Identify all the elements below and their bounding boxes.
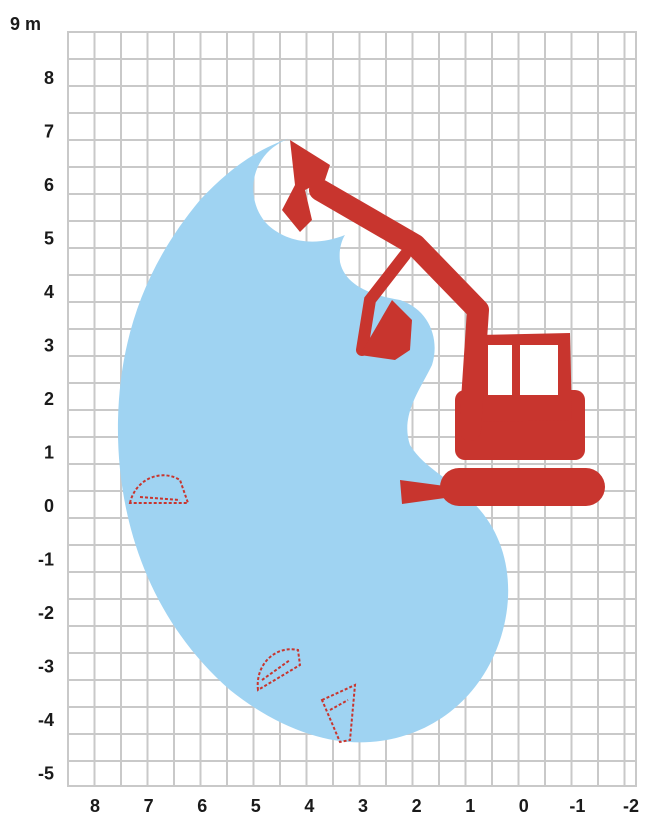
x-tick-label: -2 — [623, 796, 639, 816]
y-tick-label: 2 — [44, 389, 54, 409]
x-tick-label: 2 — [412, 796, 422, 816]
y-tick-label: 1 — [44, 443, 54, 463]
x-tick-label: 3 — [358, 796, 368, 816]
y-tick-label: 3 — [44, 336, 54, 356]
bucket-outline-icon — [128, 474, 190, 504]
x-tick-label: 5 — [251, 796, 261, 816]
y-axis-labels: 9 m 8 7 6 5 4 3 2 1 0 -1 -2 -3 -4 -5 — [10, 14, 54, 784]
y-tick-label: -4 — [38, 710, 54, 730]
x-tick-label: 7 — [144, 796, 154, 816]
y-tick-label: 0 — [44, 496, 54, 516]
y-tick-label: 8 — [44, 68, 54, 88]
y-tick-label: 4 — [44, 282, 54, 302]
y-tick-label: -2 — [38, 603, 54, 623]
y-tick-label: 5 — [44, 229, 54, 249]
y-tick-label: -5 — [38, 764, 54, 784]
x-tick-label: 8 — [90, 796, 100, 816]
x-tick-label: 4 — [304, 796, 314, 816]
working-range-area — [117, 138, 509, 743]
y-tick-label: 6 — [44, 175, 54, 195]
x-tick-label: -1 — [569, 796, 585, 816]
x-tick-label: 0 — [519, 796, 529, 816]
x-tick-label: 6 — [197, 796, 207, 816]
y-axis-unit-label: 9 m — [10, 14, 41, 34]
bucket-outline-icon — [256, 648, 302, 692]
excavator-icon — [282, 140, 605, 506]
y-tick-label: -1 — [38, 550, 54, 570]
x-axis-labels: 8 7 6 5 4 3 2 1 0 -1 -2 — [90, 796, 639, 816]
y-tick-label: 7 — [44, 122, 54, 142]
bucket-outline-icon — [320, 683, 357, 744]
y-tick-label: -3 — [38, 657, 54, 677]
x-tick-label: 1 — [465, 796, 475, 816]
